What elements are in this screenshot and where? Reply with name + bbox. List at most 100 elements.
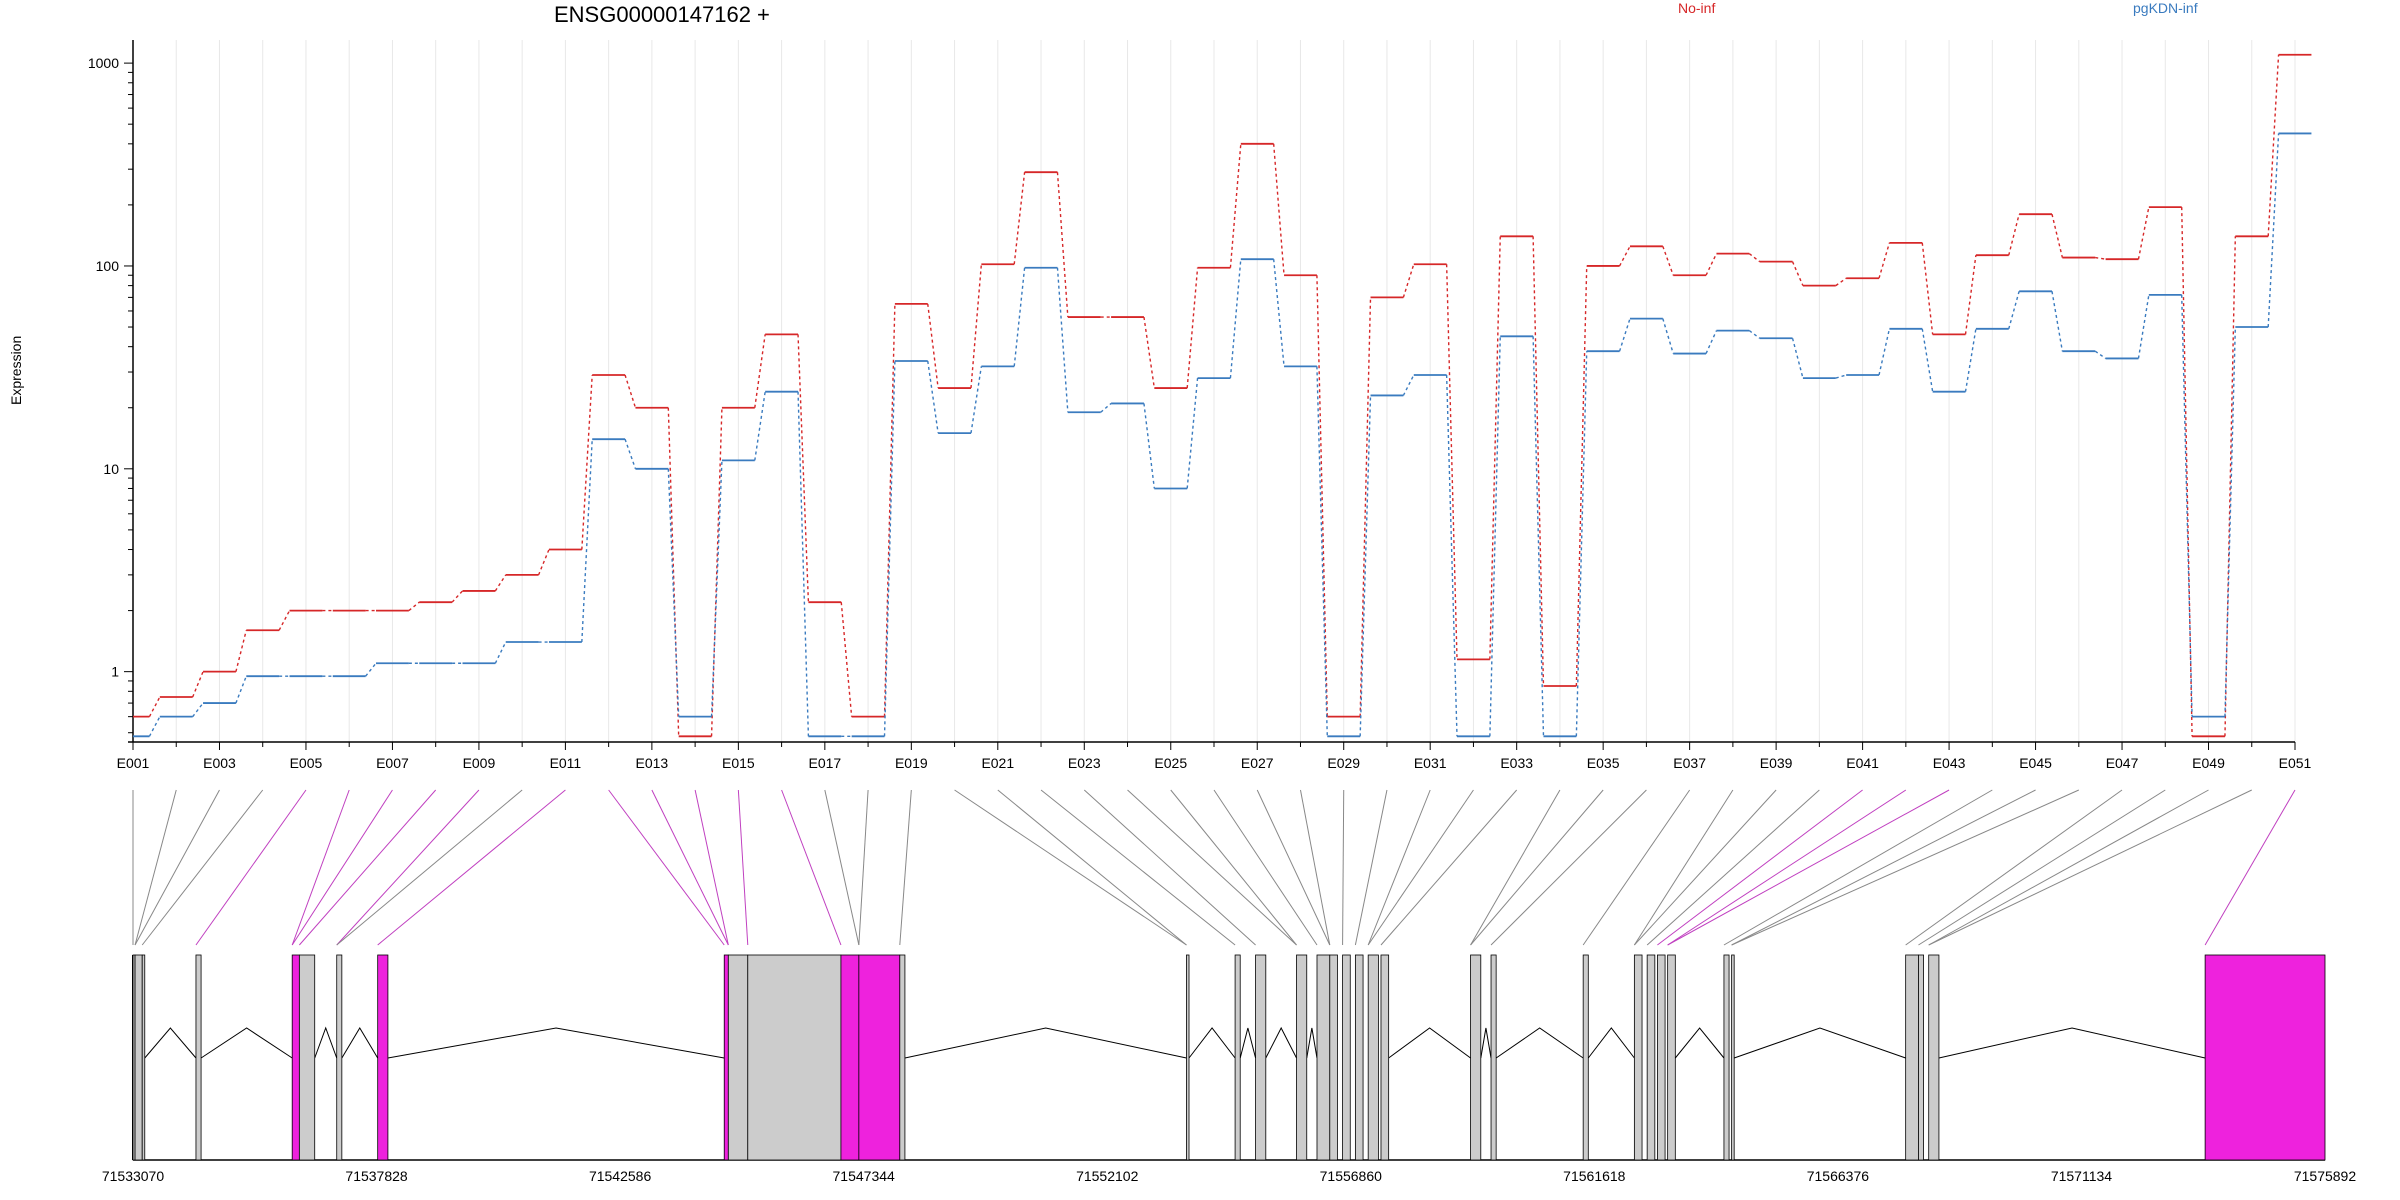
exon-connector (1470, 789, 1604, 946)
y-tick-label: 10 (103, 461, 119, 477)
series-pgkdn-inf-connector (192, 702, 204, 718)
exon (1646, 954, 1656, 1161)
exon (1667, 954, 1676, 1161)
exon-connector (1582, 789, 1691, 946)
x-tick-label: E051 (2279, 755, 2312, 771)
series-no-inf-connector (408, 601, 420, 612)
series-pgkdn-inf-connector (1791, 338, 1804, 379)
series-no-inf-connector (581, 374, 593, 550)
intron (1188, 1027, 1236, 1059)
series-no-inf-connector (624, 374, 637, 408)
series-pgkdn-inf-connector (667, 468, 680, 717)
exon (1316, 954, 1331, 1161)
exon-connector (1367, 789, 1431, 946)
intron (1587, 1027, 1635, 1059)
exon (1633, 954, 1643, 1161)
intron (144, 1027, 197, 1059)
exon (1582, 954, 1589, 1161)
exon-connector (858, 789, 869, 946)
series-no-inf-connector (927, 303, 939, 389)
intron (1480, 1027, 1492, 1059)
exon-connector (1633, 789, 1734, 946)
genome-tick-label: 71547344 (833, 1168, 896, 1184)
intron (1734, 1027, 1906, 1059)
series-pgkdn-inf-connector (581, 439, 593, 643)
exon (1367, 954, 1379, 1161)
genome-tick-label: 71571134 (2051, 1168, 2112, 1184)
exon (1296, 954, 1308, 1161)
series-pgkdn-inf-connector (1316, 366, 1328, 737)
series-no-inf-connector (1489, 236, 1501, 660)
exon (1354, 954, 1364, 1161)
x-tick-label: E021 (981, 755, 1014, 771)
series-no-inf-connector (754, 334, 766, 408)
series-pgkdn-inf-connector (1921, 328, 1934, 392)
intron (1938, 1027, 2206, 1059)
exon-connector (1213, 789, 1318, 946)
y-tick-label: 100 (96, 258, 120, 274)
exon-connector (1256, 789, 1331, 946)
exon-connector (781, 789, 842, 946)
exon-connector (1633, 789, 1777, 946)
series-pgkdn-inf-connector (1272, 259, 1285, 367)
series-no-inf-connector (1791, 261, 1804, 286)
series-pgkdn-inf-connector (1186, 378, 1199, 489)
series-no-inf-connector (2137, 206, 2150, 260)
exon (377, 954, 389, 1161)
exon (1656, 954, 1666, 1161)
x-tick-label: E013 (636, 755, 669, 771)
genome-tick-label: 71537828 (345, 1168, 408, 1184)
genome-tick-label: 71533070 (102, 1168, 165, 1184)
series-pgkdn-inf-connector (2181, 294, 2193, 717)
exon-connector (1040, 789, 1236, 946)
exon-connector (1342, 789, 1345, 946)
genome-tick-label: 71575892 (2294, 1168, 2357, 1184)
series-no-inf-connector (192, 671, 204, 698)
series-no-inf-connector (278, 610, 291, 631)
exon (1490, 954, 1497, 1161)
exon-connector (608, 789, 725, 946)
exon-connector (1905, 789, 2123, 946)
exon-connector (737, 789, 749, 946)
exon-connector (1918, 789, 2166, 946)
exon-connector (1731, 789, 2036, 946)
x-tick-label: E009 (463, 755, 496, 771)
x-tick-label: E027 (1241, 755, 1274, 771)
series-pgkdn-inf-connector (624, 438, 637, 470)
exon (1342, 954, 1351, 1161)
series-pgkdn-inf-connector (1489, 336, 1501, 737)
exon-connector (954, 789, 1187, 946)
x-tick-label: E041 (1846, 755, 1879, 771)
intron (1388, 1027, 1471, 1059)
series-no-inf-connector (148, 696, 161, 717)
series-no-inf-connector (970, 264, 983, 389)
series-no-inf-connector (1532, 236, 1545, 686)
genome-tick-label: 71566376 (1807, 1168, 1870, 1184)
intron (200, 1027, 293, 1059)
series-pgkdn-inf-connector (970, 366, 983, 434)
series-no-inf-connector (1143, 316, 1156, 389)
series-no-inf-connector (883, 303, 896, 717)
series-no-inf-connector (1835, 277, 1847, 287)
exon-connector (1731, 789, 2080, 946)
series-no-inf-connector (537, 549, 550, 576)
series-no-inf-connector (797, 334, 810, 603)
genome-tick-label: 71561618 (1563, 1168, 1626, 1184)
chart-title: ENSG00000147162 + (554, 2, 770, 27)
intron (904, 1027, 1187, 1059)
exon-connector (651, 789, 729, 946)
series-pgkdn-inf-connector (883, 360, 896, 737)
series-no-inf-connector (1402, 264, 1415, 298)
exon (1380, 954, 1390, 1161)
series-no-inf-connector (2267, 54, 2280, 237)
exon (1255, 954, 1267, 1161)
series-no-inf-connector (1662, 246, 1674, 276)
series-no-inf-connector (1921, 242, 1934, 335)
series-pgkdn-inf-connector (754, 391, 766, 461)
series-no-inf-connector (1748, 253, 1761, 263)
series-no-inf-connector (1229, 143, 1242, 268)
series-pgkdn-inf-connector (148, 716, 161, 737)
series-pgkdn-inf-connector (927, 360, 939, 434)
exon-connector (1646, 789, 1820, 946)
